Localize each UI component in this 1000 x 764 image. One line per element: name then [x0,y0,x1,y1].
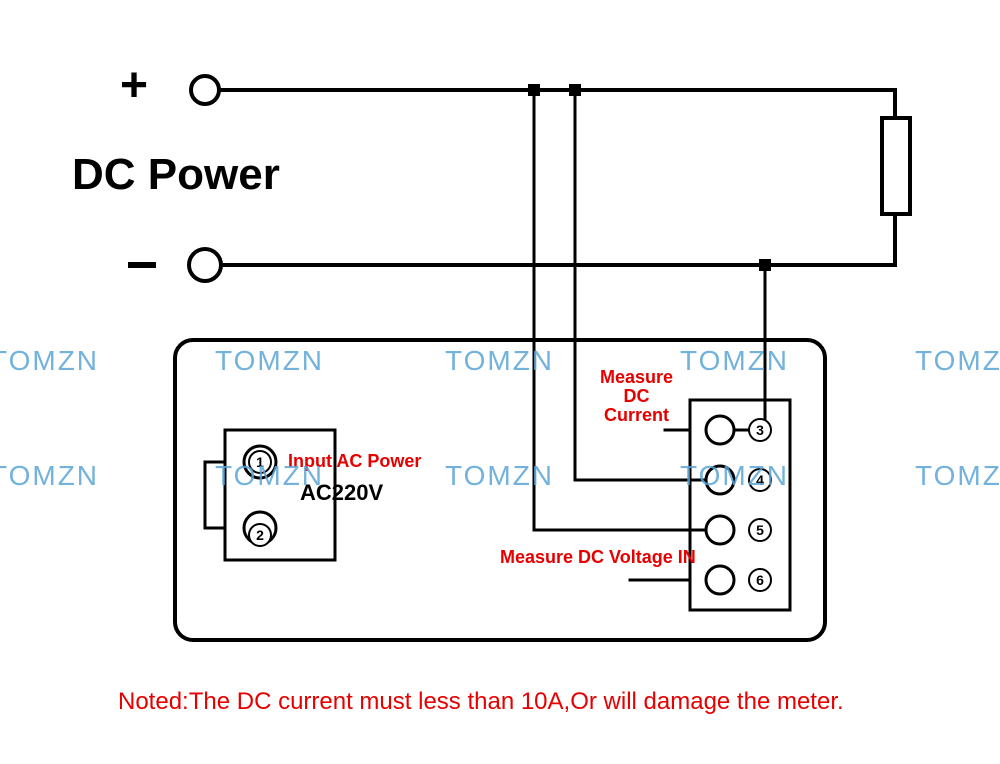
watermark-text: TOMZN [445,460,554,492]
diagram-stage: { "canvas":{"w":1000,"h":764,"bg":"#ffff… [0,0,1000,764]
terminal-3: 3 [748,418,772,442]
dc-power-label: DC Power [72,150,280,200]
watermark-text: TOMZN [915,460,1000,492]
watermark-text: TOMZN [215,345,324,377]
watermark-text: TOMZN [0,345,99,377]
watermark-text: TOMZN [915,345,1000,377]
measure-current-label: MeasureDCCurrent [600,368,673,425]
terminal-5: 5 [748,518,772,542]
watermark-text: TOMZN [680,345,789,377]
measure-voltage-label: Measure DC Voltage IN [500,548,696,567]
terminal-2: 2 [248,523,272,547]
terminal-6: 6 [748,568,772,592]
watermark-text: TOMZN [215,460,324,492]
wiring-svg [0,0,1000,764]
plus-symbol: + [120,58,148,113]
minus-symbol [128,262,156,268]
noted-warning: Noted:The DC current must less than 10A,… [118,688,844,716]
watermark-text: TOMZN [445,345,554,377]
watermark-text: TOMZN [680,460,789,492]
watermark-text: TOMZN [0,460,99,492]
